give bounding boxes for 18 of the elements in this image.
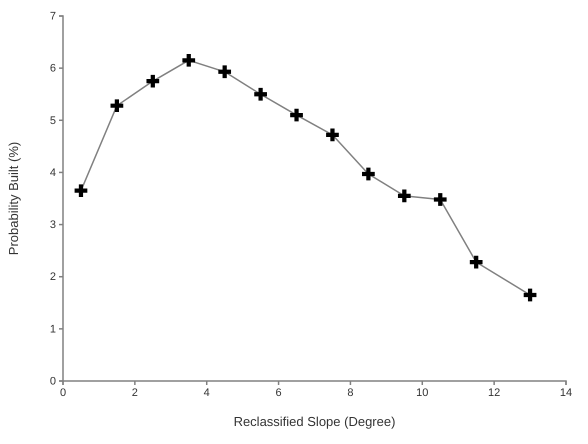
x-axis-title: Reclassified Slope (Degree): [234, 414, 396, 429]
y-axis-title: Probability Built (%): [6, 142, 21, 256]
x-tick-label: 2: [132, 386, 138, 399]
x-tick-label: 12: [488, 386, 500, 399]
y-tick-label: 2: [50, 271, 56, 284]
x-tick-label: 10: [416, 386, 428, 399]
x-tick-label: 0: [60, 386, 66, 399]
y-tick-label: 4: [50, 166, 56, 179]
x-tick-label: 4: [204, 386, 210, 399]
y-tick-label: 0: [50, 376, 56, 388]
y-tick-label: 1: [50, 323, 56, 336]
y-tick-label: 6: [50, 62, 56, 75]
y-tick-label: 3: [50, 219, 56, 232]
y-tick-label: 7: [50, 10, 56, 23]
y-tick-label: 5: [50, 114, 56, 127]
x-tick-label: 6: [276, 386, 282, 399]
x-tick-label: 8: [347, 386, 354, 399]
x-tick-label: 14: [560, 386, 572, 399]
